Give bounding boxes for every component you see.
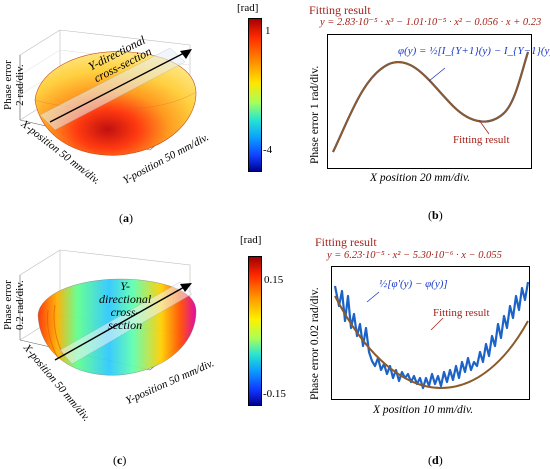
data-curve-d [333,281,530,390]
panel-d: Fitting result y = 6.23·10⁻⁵ · x² − 5.30… [275,230,550,469]
plot-frame-b [327,34,532,169]
phi-pointer-b [428,67,446,82]
cross-section-label-c: Y- directional cross- section [99,280,151,332]
fit-curve-b [332,51,529,153]
fit-equation-b: y = 2.83·10⁻⁵ · x³ − 1.01·10⁻⁵ · x² − 0.… [320,17,542,28]
cross-section-c-4: section [108,318,143,332]
phi-pointer-d [366,291,380,303]
ylabel-b: Phase error 1 rad/div. [309,65,321,164]
colorbar-max-a: 1 [265,25,271,37]
line-plot-b [332,51,530,153]
phi-formula-b: φ(y) = ½[I_{Y+1}(y) − I_{Y−1}(y)] [398,45,550,57]
cross-section-arrow-c [54,285,187,361]
fit-pointer-b [478,119,490,135]
panel-label-d: (d) [428,453,443,467]
cross-section-c-3: cross- [110,305,140,319]
phi-formula-d: ½[φ'(y) − φ(y)] [379,278,448,290]
colorbar-unit-c: [rad] [240,234,262,246]
cross-section-plane-a [39,47,186,131]
cross-section-c-1: Y- [120,279,130,293]
zlabel-c-line-2: 0.2 rad/div. [14,280,26,330]
colorbar-c [248,256,262,406]
cross-section-c-2: directional [99,292,152,306]
fit-curve-d [334,295,529,390]
colorbar-max-c: 0.15 [264,274,284,286]
fit-title-b: Fitting result [309,3,371,17]
panel-letter-a: a [123,211,129,225]
fit-pointer-d [430,317,444,331]
line-plot-d [333,281,530,390]
surface-plot-c [19,249,197,376]
zlabel-a-line-2: 2 rad/div. [14,64,26,106]
fit-label-b: Fitting result [453,134,510,146]
zlabel-a: Phase error 2 rad/div. [2,60,26,110]
colorbar-min-c: -0.15 [263,388,286,400]
cross-section-arrow-a [49,51,187,123]
panel-letter-b: b [432,208,439,222]
panel-label-a: (a) [119,211,133,225]
panel-a: Y-directional cross-section Phase error … [0,0,275,230]
xlabel-b: X position 20 mm/div. [370,172,471,184]
surface-plot-a [19,29,197,156]
zlabel-c-line-1: Phase error [2,280,14,330]
colorbar-a [248,18,262,172]
fit-equation-d: y = 6.23·10⁻⁵ · x² − 5.30·10⁻⁶ · x − 0.0… [327,250,502,261]
colorbar-min-a: -4 [263,144,273,156]
fit-label-d: Fitting result [433,307,490,319]
colorbar-unit-a: [rad] [237,2,259,14]
panel-label-c: (c) [113,453,127,467]
zlabel-c: Phase error 0.2 rad/div. [2,280,26,330]
plot-frame-d [331,266,530,400]
cross-section-plane-c [59,281,193,365]
panel-letter-d: d [432,453,439,467]
xlabel-d: X position 10 mm/div. [373,404,474,416]
panel-c: Y- directional cross- section Phase erro… [0,230,286,469]
ylabel-d: Phase error 0.02 rad/div. [309,287,321,400]
panel-label-b: (b) [428,208,443,222]
panel-letter-c: c [117,453,123,467]
fit-title-d: Fitting result [315,235,377,249]
panel-b: Fitting result y = 2.83·10⁻⁵ · x³ − 1.01… [275,0,550,230]
zlabel-a-line-1: Phase error [2,60,14,110]
